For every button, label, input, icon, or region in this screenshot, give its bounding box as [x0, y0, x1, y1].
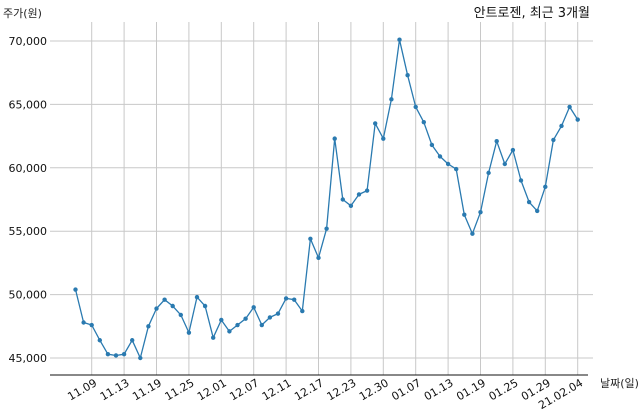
- x-tick-labels: 11.0911.1311.1911.2512.0112.0712.1112.17…: [65, 376, 585, 412]
- data-point: [235, 322, 240, 328]
- data-point: [275, 311, 281, 316]
- data-point: [154, 306, 159, 311]
- data-point: [348, 203, 354, 209]
- data-point: [429, 142, 435, 148]
- x-tick-label: 11.25: [163, 376, 197, 403]
- data-point: [267, 315, 273, 320]
- data-point: [283, 296, 289, 301]
- data-point: [437, 154, 443, 159]
- data-point: [243, 316, 248, 321]
- data-point: [502, 161, 507, 167]
- data-point: [170, 303, 175, 309]
- x-tick-label: 11.19: [130, 376, 164, 403]
- data-point: [300, 308, 305, 314]
- data-point: [445, 161, 451, 167]
- data-point: [219, 317, 224, 323]
- data-point: [251, 305, 256, 310]
- data-point: [567, 104, 572, 110]
- data-point: [121, 351, 127, 357]
- data-point: [364, 188, 370, 193]
- series-line-layer: [74, 39, 579, 359]
- data-point: [405, 73, 410, 78]
- x-tick-label: 11.09: [65, 376, 99, 403]
- data-point: [373, 121, 378, 126]
- data-point: [227, 329, 232, 334]
- data-point: [535, 208, 540, 214]
- data-point: [81, 320, 86, 325]
- data-point: [113, 353, 119, 358]
- data-point: [454, 166, 459, 172]
- data-point: [97, 338, 103, 343]
- series-line: [74, 39, 579, 359]
- data-point: [105, 351, 111, 357]
- data-point: [138, 355, 143, 361]
- data-point: [478, 209, 483, 215]
- data-point: [259, 322, 264, 328]
- grid-lines: [50, 22, 593, 375]
- x-tick-label: 01.13: [422, 376, 456, 403]
- x-tick-label: 01.25: [487, 376, 521, 403]
- data-point: [146, 324, 151, 329]
- data-point: [381, 136, 386, 141]
- data-point: [462, 212, 467, 217]
- data-point: [332, 136, 337, 141]
- y-tick-label: 70,000: [9, 35, 48, 48]
- data-point: [470, 231, 475, 236]
- y-tick-label: 50,000: [9, 289, 48, 302]
- data-point: [494, 138, 499, 144]
- x-tick-label: 12.07: [227, 376, 261, 403]
- y-tick-label: 55,000: [9, 225, 48, 238]
- chart-title: 안트로젠, 최근 3개월: [474, 6, 590, 21]
- y-tick-label: 65,000: [9, 98, 48, 111]
- x-tick-label: 12.11: [260, 376, 294, 403]
- x-tick-label: 12.23: [325, 376, 359, 403]
- y-axis-label: 주가(원): [3, 7, 42, 20]
- x-tick-label: 11.13: [98, 376, 132, 403]
- data-point: [308, 236, 313, 242]
- data-point: [356, 192, 362, 197]
- y-tick-label: 60,000: [9, 162, 48, 175]
- data-point: [292, 297, 297, 302]
- data-point: [510, 147, 516, 153]
- x-tick-label: 12.30: [357, 376, 391, 403]
- series-points-layer: [73, 37, 580, 361]
- x-tick-label: 01.07: [389, 376, 423, 403]
- x-tick-label: 12.01: [195, 376, 229, 403]
- data-point: [73, 287, 78, 292]
- data-point: [316, 255, 321, 261]
- data-point: [130, 338, 135, 343]
- data-point: [194, 294, 200, 300]
- y-tick-labels: 45,000 50,000 55,000 60,000 65,000 70,000: [9, 35, 48, 365]
- data-point: [486, 170, 491, 176]
- data-point: [178, 312, 183, 318]
- x-tick-label: 01.19: [454, 376, 488, 403]
- data-point: [575, 117, 580, 122]
- data-point: [186, 330, 192, 335]
- data-point: [162, 297, 167, 302]
- x-tick-label: 12.17: [292, 376, 326, 403]
- data-point: [526, 199, 532, 205]
- data-point: [389, 97, 394, 102]
- data-point: [413, 104, 418, 110]
- data-point: [518, 178, 524, 183]
- data-point: [551, 137, 556, 143]
- data-point: [324, 226, 329, 231]
- data-point: [397, 37, 402, 42]
- data-point: [340, 197, 345, 202]
- data-point: [559, 123, 564, 129]
- data-point: [543, 184, 548, 190]
- data-point: [211, 335, 216, 340]
- data-point: [202, 303, 208, 309]
- data-point: [89, 322, 94, 328]
- y-tick-label: 45,000: [9, 352, 48, 365]
- data-point: [421, 119, 426, 125]
- x-axis-label: 날짜(일): [600, 376, 639, 390]
